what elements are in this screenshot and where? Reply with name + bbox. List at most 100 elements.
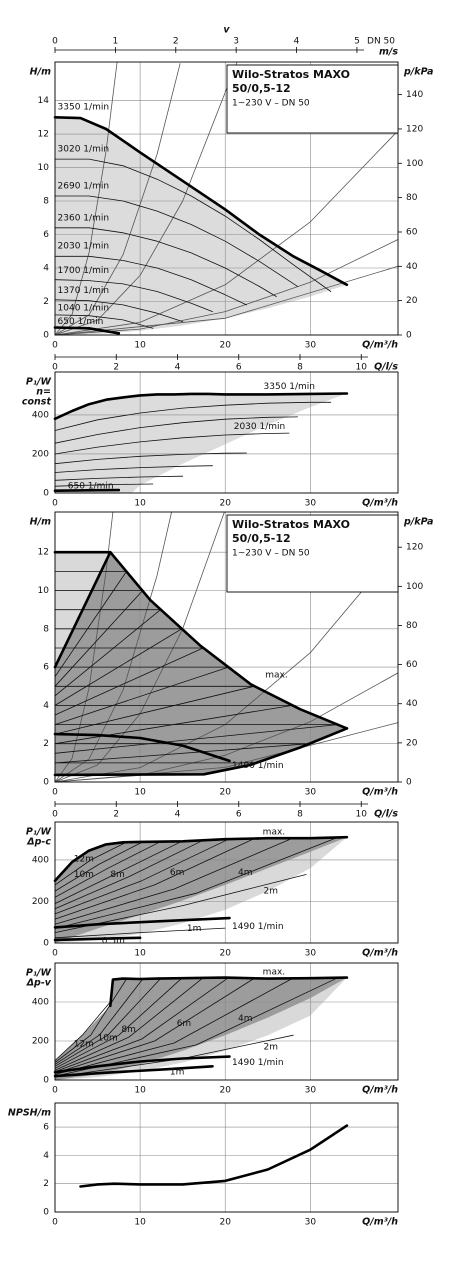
curve-label: 650 1/min (58, 317, 104, 327)
y-tick-label: 0 (43, 778, 49, 788)
curve-bold (53, 550, 349, 730)
y-axis-label: NPSH/m (8, 1108, 51, 1119)
curve-label: 1m (187, 924, 202, 934)
y-tick-label: 8 (43, 624, 49, 634)
x3-tick-label: 0 (52, 363, 58, 373)
y-tick-label: 0 (43, 1076, 49, 1086)
area (55, 837, 347, 943)
curve (54, 927, 226, 939)
curve (54, 61, 238, 336)
y-tick-label: 6 (43, 230, 49, 240)
curve-label: 2m (264, 887, 279, 897)
curve (54, 1001, 111, 1061)
curve (54, 465, 213, 473)
x2-tick-label: 3 (233, 37, 239, 47)
x3-axis-label: Q/l/s (374, 809, 398, 820)
curve-label: 3350 1/min (58, 103, 109, 113)
curve (54, 511, 172, 783)
x3-tick-label: 10 (356, 810, 368, 820)
curve-label: 4m (238, 1014, 253, 1024)
y-tick-label: 4 (43, 701, 49, 711)
y-tick-label: 2 (43, 1179, 49, 1189)
curve (54, 978, 144, 1065)
y-axis-label: P₁/W (26, 377, 52, 388)
y-axis-label: Δp-c (26, 837, 51, 848)
title: Wilo-Stratos MAXO (232, 518, 350, 531)
plot-frame (54, 61, 399, 336)
curve-bold (53, 727, 349, 777)
curve-label: 650 1/min (68, 482, 114, 492)
curve-bold (53, 916, 231, 929)
y-tick-label: 200 (32, 449, 49, 459)
curve (54, 978, 255, 1074)
y2-tick-label: 0 (406, 331, 412, 341)
curve-label: 2360 1/min (58, 213, 109, 223)
title: 50/0,5-12 (232, 532, 291, 545)
curve (54, 63, 181, 336)
y2-tick-label: 40 (406, 262, 418, 272)
curve (54, 590, 144, 687)
y-tick-label: 4 (43, 1151, 49, 1161)
x-axis-label: Q/m³/h (362, 340, 398, 351)
x3-tick-label: 8 (297, 363, 303, 373)
x3-tick-label: 0 (52, 810, 58, 820)
x3-tick-label: 2 (113, 810, 119, 820)
curve-label: 10m (98, 1034, 118, 1044)
y-tick-label: 0 (43, 489, 49, 499)
y2-tick-label: 60 (406, 660, 418, 670)
curve (54, 609, 161, 697)
curve-label: 1m (170, 1068, 185, 1078)
curve (54, 475, 184, 481)
y2-tick-label: 20 (406, 296, 418, 306)
y2-tick-label: 120 (406, 124, 423, 134)
x-tick-label: 0 (52, 499, 58, 509)
plot-frame (54, 511, 399, 783)
x-axis-label: Q/m³/h (362, 787, 398, 798)
area (55, 117, 347, 335)
curve-bold (53, 326, 121, 335)
x3-tick-label: 2 (113, 363, 119, 373)
y-axis-label: P₁/W (26, 827, 52, 838)
y2-tick-label: 100 (406, 582, 423, 592)
x-tick-label: 10 (134, 788, 146, 798)
y2-axis-label: p/kPa (403, 517, 433, 528)
curve-label: 8m (121, 1025, 136, 1035)
curve-label: max. (263, 967, 285, 977)
y-axis-label: n= (36, 387, 51, 398)
curve-label: 12m (74, 854, 94, 864)
title-box (226, 64, 399, 134)
curve-label: 8m (110, 870, 125, 880)
curve (54, 571, 127, 678)
curve (54, 314, 154, 329)
curve (54, 838, 255, 920)
x2-tick-label: 4 (294, 37, 300, 47)
curve (54, 685, 255, 735)
curve (54, 401, 332, 431)
curve-bold (53, 116, 349, 287)
curve (54, 838, 229, 915)
x3-tick-label: 8 (297, 810, 303, 820)
x-tick-label: 0 (52, 341, 58, 351)
curve (54, 978, 161, 1067)
curve (54, 977, 204, 1071)
curve (54, 722, 399, 783)
curve-label: 12m (74, 1039, 94, 1049)
curve (54, 195, 298, 287)
curve-label: 4m (238, 868, 253, 878)
y-tick-label: 0 (43, 1208, 49, 1218)
y-axis-label: Δp-v (26, 978, 52, 989)
y2-tick-label: 80 (406, 193, 418, 203)
x3-axis-label: Q/l/s (374, 362, 398, 373)
curve-label: 1700 1/min (58, 266, 109, 276)
x3-tick-label: 10 (356, 363, 368, 373)
x-tick-label: 30 (305, 788, 317, 798)
x-tick-label: 20 (219, 788, 231, 798)
x-axis-label: Q/m³/h (362, 498, 398, 509)
curve (54, 279, 213, 312)
x3-tick-label: 6 (236, 363, 242, 373)
y-axis-label: P₁/W (26, 968, 52, 979)
y-tick-label: 8 (43, 197, 49, 207)
y-tick-label: 400 (32, 855, 49, 865)
y-tick-label: 200 (32, 1037, 49, 1047)
y-tick-label: 12 (38, 130, 49, 140)
